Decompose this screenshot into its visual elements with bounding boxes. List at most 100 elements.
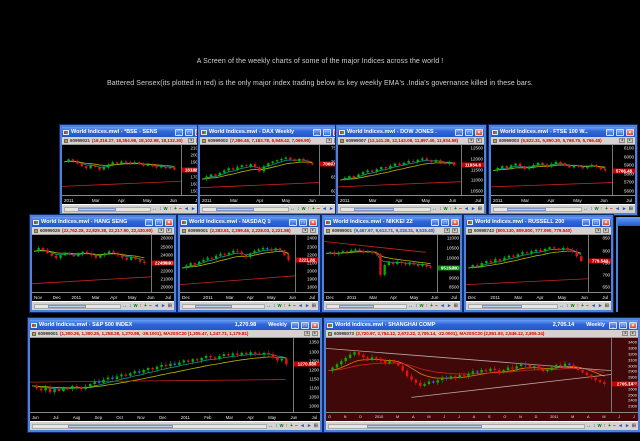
toolbar-icon[interactable]: − bbox=[178, 206, 182, 212]
window-titlebar[interactable]: World Indices.mwl - RUSSELL 200... _ □ × bbox=[466, 217, 611, 227]
toolbar-icon[interactable]: ↕ bbox=[159, 206, 162, 212]
minimize-button[interactable]: _ bbox=[606, 128, 614, 136]
toolbar-icon[interactable]: ↑ bbox=[449, 206, 453, 212]
horizontal-scrollbar[interactable] bbox=[468, 303, 559, 309]
maximize-button[interactable]: □ bbox=[465, 128, 473, 136]
close-button[interactable]: × bbox=[311, 321, 319, 329]
toolbar-icon[interactable]: − bbox=[316, 206, 320, 212]
window-titlebar[interactable]: World Indices.mwl - SHANGHAI COMP 2,705.… bbox=[326, 320, 638, 330]
toolbar-icon[interactable]: ↔ bbox=[122, 303, 128, 309]
close-button[interactable]: × bbox=[165, 218, 173, 226]
strip-left-button[interactable]: ◄ bbox=[622, 331, 628, 336]
toolbar-icon[interactable]: ↑ bbox=[603, 423, 607, 429]
toolbar-icon[interactable]: − bbox=[585, 303, 589, 309]
toolbar-icon[interactable]: w bbox=[443, 206, 448, 212]
minimize-button[interactable]: _ bbox=[609, 321, 617, 329]
close-button[interactable]: × bbox=[475, 128, 483, 136]
strip-right-button[interactable]: ► bbox=[476, 138, 482, 143]
toolbar-icon[interactable]: ↑ bbox=[139, 303, 143, 309]
toolbar-icon[interactable]: ↑ bbox=[425, 303, 429, 309]
toolbar-icon[interactable]: ↕ bbox=[129, 303, 132, 309]
strip-right-button[interactable]: ► bbox=[312, 331, 318, 336]
window-titlebar[interactable]: World Indices.mwl - NASDAQ 100 ... _ □ × bbox=[180, 217, 318, 227]
strip-left-button[interactable]: ◄ bbox=[188, 138, 194, 143]
toolbar-icon[interactable]: + bbox=[581, 303, 584, 309]
toolbar-icon[interactable]: + bbox=[144, 303, 147, 309]
toolbar-icon[interactable]: + bbox=[290, 423, 293, 429]
toolbar-icon[interactable]: ► bbox=[446, 303, 452, 309]
toolbar-icon[interactable]: − bbox=[294, 423, 298, 429]
toolbar-icon[interactable]: + bbox=[312, 206, 315, 212]
window-titlebar[interactable]: World Indices.mwl - DOW JONES ... _ □ × bbox=[338, 127, 484, 137]
toolbar-icon[interactable]: ↔ bbox=[266, 303, 272, 309]
minimize-button[interactable]: _ bbox=[582, 218, 590, 226]
toolbar-icon[interactable]: ↑ bbox=[285, 423, 289, 429]
toolbar-icon[interactable]: w bbox=[301, 206, 306, 212]
toolbar-icon[interactable]: − bbox=[609, 206, 613, 212]
scrollbar-thumb[interactable] bbox=[338, 304, 375, 308]
maximize-button[interactable]: □ bbox=[619, 321, 627, 329]
maximize-button[interactable]: □ bbox=[301, 321, 309, 329]
toolbar-icon[interactable]: ↔ bbox=[432, 206, 438, 212]
window-titlebar[interactable]: World Indices.mwl - FTSE 100 W... _ □ × bbox=[491, 127, 635, 137]
scrollbar-thumb[interactable] bbox=[195, 304, 232, 308]
strip-left-button[interactable]: ◄ bbox=[304, 331, 310, 336]
toolbar-icon[interactable]: ↕ bbox=[590, 206, 593, 212]
horizontal-scrollbar[interactable] bbox=[64, 206, 152, 212]
toolbar-icon[interactable]: ► bbox=[190, 206, 196, 212]
toolbar-icon[interactable]: − bbox=[292, 303, 296, 309]
strip-left-button[interactable]: ◄ bbox=[302, 228, 308, 233]
maximize-button[interactable]: □ bbox=[323, 128, 331, 136]
toolbar-icon[interactable]: + bbox=[605, 206, 608, 212]
toolbar-icon[interactable]: ↔ bbox=[152, 206, 158, 212]
toolbar-icon[interactable]: ↑ bbox=[169, 206, 173, 212]
toolbar-icon[interactable]: ↑ bbox=[307, 206, 311, 212]
toolbar-icon[interactable]: ◄ bbox=[321, 206, 327, 212]
toolbar-icon[interactable]: ⊞ bbox=[628, 206, 633, 212]
window-titlebar[interactable]: World Indices.mwl - HANG SENG ... _ □ × bbox=[32, 217, 174, 227]
toolbar-icon[interactable]: ◄ bbox=[617, 423, 623, 429]
strip-right-button[interactable]: ► bbox=[166, 228, 172, 233]
toolbar-icon[interactable]: w bbox=[570, 303, 575, 309]
horizontal-scrollbar[interactable] bbox=[340, 206, 432, 212]
toolbar-icon[interactable]: ► bbox=[160, 303, 166, 309]
horizontal-scrollbar[interactable] bbox=[326, 303, 408, 309]
window-titlebar[interactable]: World Indices.mwl - NIKKEI 225 ... _ □ × bbox=[324, 217, 460, 227]
toolbar-icon[interactable]: + bbox=[608, 423, 611, 429]
maximize-button[interactable]: □ bbox=[441, 218, 449, 226]
toolbar-icon[interactable]: ⊞ bbox=[167, 303, 172, 309]
strip-left-button[interactable]: ◄ bbox=[326, 138, 332, 143]
minimize-button[interactable]: _ bbox=[145, 218, 153, 226]
toolbar-icon[interactable]: ◄ bbox=[614, 206, 620, 212]
horizontal-scrollbar[interactable] bbox=[202, 206, 290, 212]
toolbar-icon[interactable]: ► bbox=[306, 423, 312, 429]
close-button[interactable]: × bbox=[629, 321, 637, 329]
strip-left-button[interactable]: ◄ bbox=[595, 228, 601, 233]
scrollbar-thumb[interactable] bbox=[367, 424, 483, 428]
minimize-button[interactable]: _ bbox=[313, 128, 321, 136]
horizontal-scrollbar[interactable] bbox=[328, 423, 586, 429]
toolbar-icon[interactable]: ◄ bbox=[463, 206, 469, 212]
toolbar-icon[interactable]: + bbox=[288, 303, 291, 309]
strip-right-button[interactable]: ► bbox=[603, 228, 609, 233]
window-titlebar[interactable]: World Indices.mwl - S&P 500 INDEX 1,270.… bbox=[30, 320, 320, 330]
window-titlebar[interactable]: World Indices.mwl - DAX Weekly _ □ × bbox=[200, 127, 342, 137]
toolbar-icon[interactable]: ⊞ bbox=[311, 303, 316, 309]
close-button[interactable]: × bbox=[626, 128, 634, 136]
toolbar-icon[interactable]: + bbox=[430, 303, 433, 309]
toolbar-icon[interactable]: ◄ bbox=[153, 303, 159, 309]
toolbar-icon[interactable]: w bbox=[277, 303, 282, 309]
minimize-button[interactable]: _ bbox=[431, 218, 439, 226]
minimize-button[interactable]: _ bbox=[175, 128, 183, 136]
maximize-button[interactable]: □ bbox=[299, 218, 307, 226]
toolbar-icon[interactable]: − bbox=[434, 303, 438, 309]
horizontal-scrollbar[interactable] bbox=[493, 206, 583, 212]
close-button[interactable]: × bbox=[602, 218, 610, 226]
toolbar-icon[interactable]: ↕ bbox=[273, 303, 276, 309]
close-button[interactable]: × bbox=[451, 218, 459, 226]
strip-right-button[interactable]: ► bbox=[310, 228, 316, 233]
strip-left-button[interactable]: ◄ bbox=[619, 138, 625, 143]
strip-right-button[interactable]: ► bbox=[630, 331, 636, 336]
toolbar-icon[interactable]: ► bbox=[621, 206, 627, 212]
toolbar-icon[interactable]: + bbox=[454, 206, 457, 212]
